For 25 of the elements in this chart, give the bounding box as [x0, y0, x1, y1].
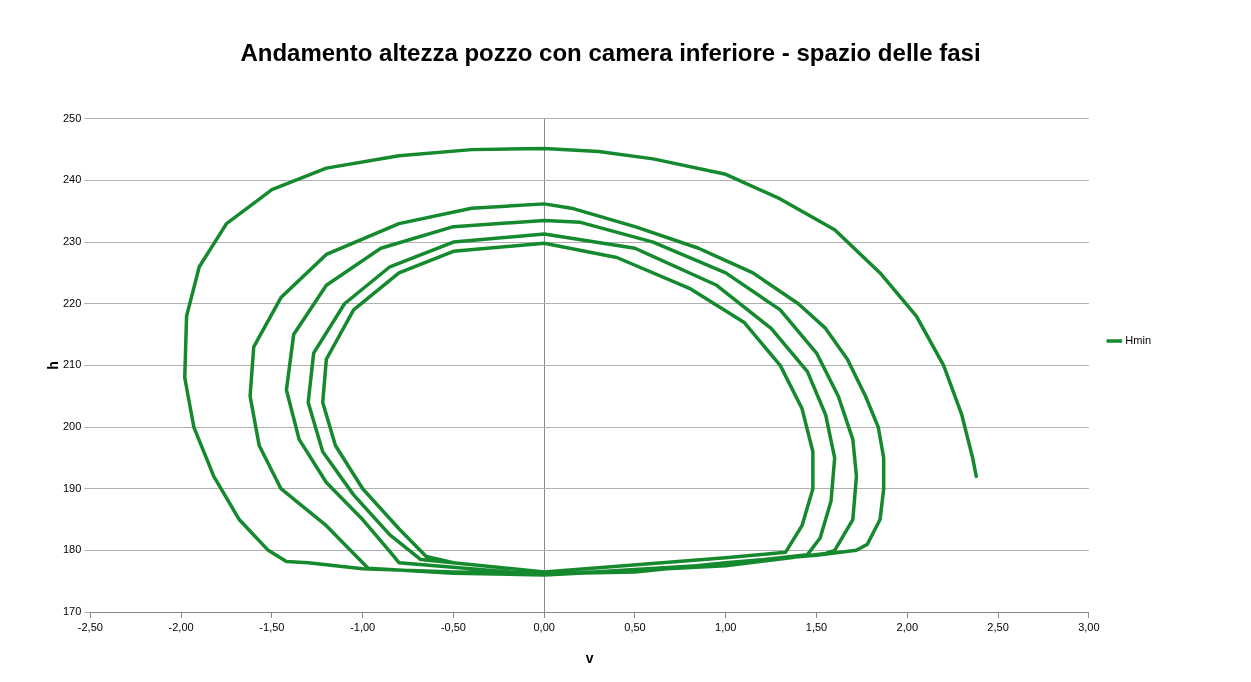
- y-tick-label: 190: [62, 481, 82, 494]
- y-tick-label: 180: [62, 543, 82, 556]
- x-tick-label: -1,00: [350, 620, 376, 633]
- y-tick-label: 220: [62, 296, 82, 309]
- x-tick-label: 0,50: [624, 620, 646, 633]
- x-tick-label: -2,50: [77, 620, 103, 633]
- x-tick-label: 0,00: [533, 620, 555, 633]
- y-axis-title: h: [45, 361, 62, 370]
- chart-title: Andamento altezza pozzo con camera inferiore - spazio delle fasi: [240, 39, 981, 67]
- x-tick-label: 2,50: [987, 620, 1009, 633]
- x-tick-label: 1,00: [715, 620, 737, 633]
- y-tick-label: 200: [62, 420, 82, 433]
- x-tick-label: 1,50: [805, 620, 828, 633]
- y-tick-label: 210: [62, 358, 82, 371]
- x-tick-label: -1,50: [259, 620, 285, 633]
- y-tick-label: 170: [62, 605, 82, 618]
- x-tick-label: -0,50: [440, 620, 466, 633]
- legend-label: Hmin: [1125, 334, 1151, 347]
- y-tick-label: 230: [62, 235, 82, 248]
- x-axis-title: v: [585, 650, 594, 667]
- y-tick-label: 250: [62, 111, 82, 124]
- x-tick-label: 3,00: [1078, 620, 1100, 633]
- x-tick-label: 2,00: [896, 620, 918, 633]
- y-tick-label: 240: [62, 173, 82, 186]
- x-tick-label: -2,00: [168, 620, 194, 633]
